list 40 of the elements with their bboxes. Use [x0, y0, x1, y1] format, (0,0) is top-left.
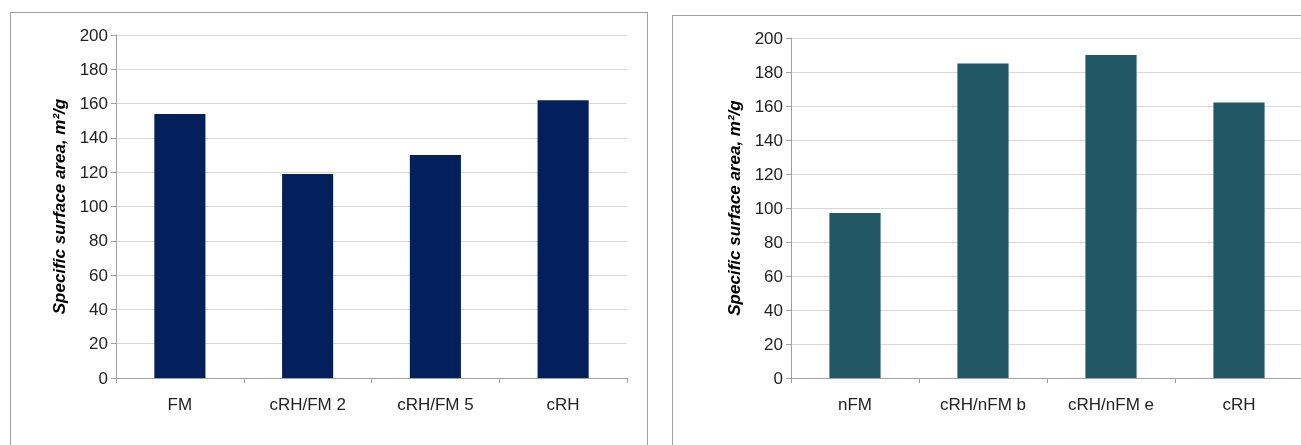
x-tick-label: cRH/FM 2 [269, 395, 346, 414]
y-tick-label: 20 [89, 334, 108, 354]
y-tick-label: 100 [79, 197, 108, 216]
y-tick-label: 140 [754, 130, 783, 150]
y-tick-label: 200 [754, 28, 783, 48]
bar [1085, 55, 1137, 378]
x-tick-label: cRH [1222, 395, 1256, 414]
bar [957, 63, 1009, 378]
y-tick-label: 40 [764, 300, 783, 320]
y-tick-label: 20 [764, 334, 783, 354]
y-axis-title: Specific surface area, m²/g [725, 99, 744, 316]
x-tick-label: nFM [838, 395, 872, 414]
y-tick-label: 120 [754, 164, 783, 184]
y-tick-label: 180 [79, 59, 108, 79]
y-tick-label: 120 [79, 162, 108, 182]
x-tick-label: cRH [546, 395, 580, 414]
bar [154, 113, 206, 378]
bar [282, 173, 334, 378]
x-tick-label: FM [167, 395, 193, 414]
bar [1213, 102, 1265, 378]
y-tick-label: 80 [89, 231, 108, 251]
bar [829, 213, 881, 378]
y-tick-label: 200 [79, 25, 108, 45]
y-tick-label: 160 [754, 96, 783, 116]
y-axis-title: Specific surface area, m²/g [50, 98, 69, 315]
y-tick-label: 80 [764, 232, 783, 252]
y-tick-label: 0 [98, 368, 108, 388]
bar [537, 100, 589, 378]
y-tick-label: 180 [754, 62, 783, 82]
y-tick-label: 40 [89, 299, 108, 319]
y-tick-label: 60 [764, 266, 783, 286]
y-tick-label: 100 [754, 198, 783, 218]
y-tick-label: 160 [79, 94, 108, 114]
bar [409, 155, 461, 378]
y-tick-label: 0 [773, 368, 783, 388]
y-tick-label: 60 [89, 265, 108, 285]
x-tick-label: cRH/nFM b [940, 395, 1026, 414]
x-tick-label: cRH/FM 5 [397, 395, 474, 414]
y-tick-label: 140 [79, 128, 108, 148]
x-tick-label: cRH/nFM e [1068, 395, 1154, 414]
